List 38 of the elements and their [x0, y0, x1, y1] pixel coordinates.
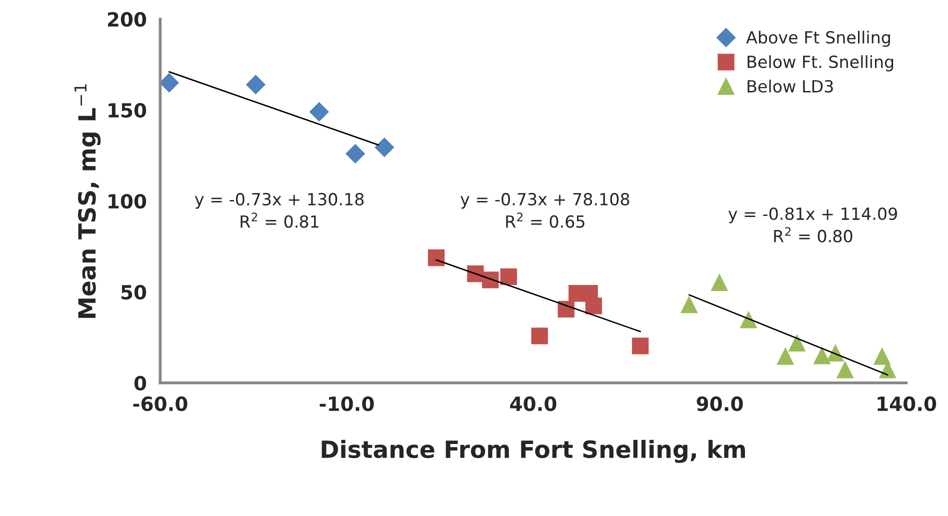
point: [585, 298, 602, 314]
y-tick-label: 0: [134, 376, 146, 391]
x-axis-title: Distance From Fort Snelling, km: [322, 440, 745, 463]
y-axis-title: Mean TSS, mg L$^{−1}$: [74, 84, 101, 318]
point: [428, 249, 445, 266]
point: [558, 300, 574, 318]
x-tick-label: -60.0: [133, 396, 188, 412]
point: [346, 144, 365, 164]
point: [531, 328, 548, 344]
point: [374, 138, 394, 157]
point: [788, 334, 806, 352]
point: [632, 338, 649, 354]
annotation: y = -0.73x + 78.108 R$^{2}$ = 0.65: [460, 192, 630, 228]
point: [310, 102, 329, 122]
point: [160, 73, 179, 92]
annotation: y = -0.73x + 130.18 R$^{2}$ = 0.81: [194, 192, 364, 228]
y-tick-label: 100: [108, 194, 146, 209]
y-tick-label: 150: [108, 102, 146, 118]
point: [874, 348, 890, 365]
point: [500, 268, 517, 285]
point: [814, 348, 830, 364]
y-tick-label: 50: [121, 284, 146, 300]
y-tick-label: 200: [108, 12, 146, 27]
legend-label: Above Ft Snelling: [746, 30, 890, 47]
x-tick-label: -10.0: [320, 396, 374, 412]
legend-label: Below LD3: [748, 80, 833, 93]
point: [680, 296, 698, 314]
annotation: y = -0.81x + 114.09 R$^{2}$ = 0.80: [728, 207, 897, 242]
point: [246, 75, 266, 94]
x-tick-label: 140.0: [878, 396, 936, 412]
point: [711, 274, 728, 291]
point: [777, 348, 794, 365]
point: [740, 312, 757, 328]
x-tick-label: 90.0: [696, 396, 743, 412]
x-tick-label: 40.0: [510, 396, 556, 412]
legend-label: Below Ft. Snelling: [748, 55, 894, 72]
point: [482, 272, 499, 288]
point: [836, 362, 854, 378]
